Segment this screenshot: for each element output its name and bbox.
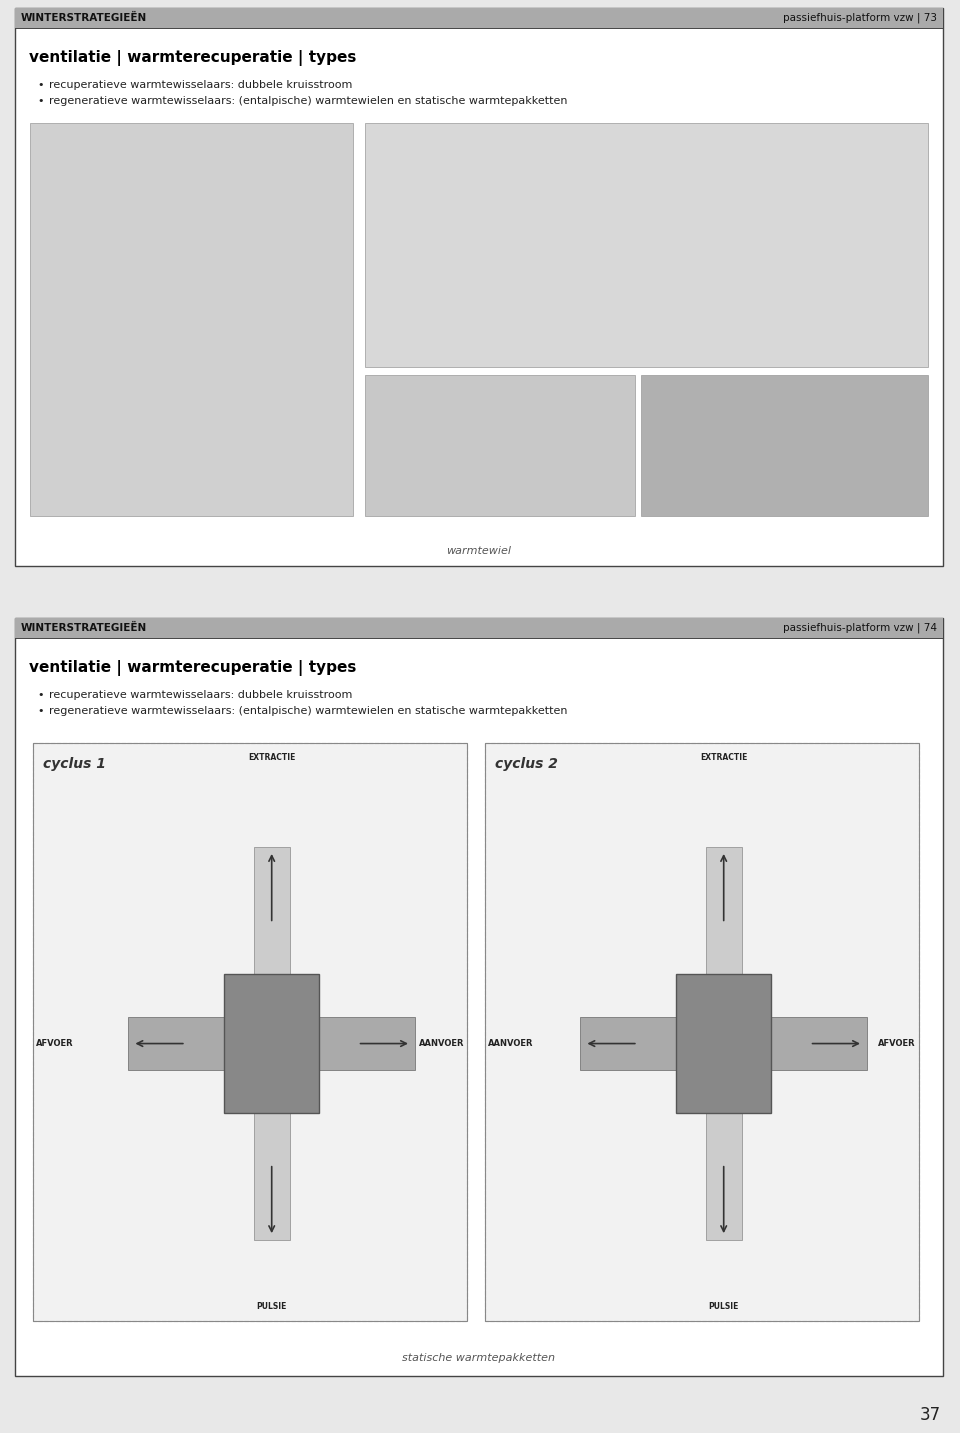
- Text: ventilatie | warmterecuperatie | types: ventilatie | warmterecuperatie | types: [29, 661, 356, 676]
- Text: AFVOER: AFVOER: [878, 1039, 916, 1048]
- Bar: [30, 123, 353, 516]
- Text: statische warmtepakketten: statische warmtepakketten: [402, 1353, 556, 1363]
- Text: WINTERSTRATEGIEËN: WINTERSTRATEGIEËN: [21, 623, 147, 633]
- Bar: [15, 618, 943, 1376]
- Bar: [676, 974, 772, 1113]
- Bar: [641, 374, 928, 516]
- Text: regeneratieve warmtewisselaars: (entalpische) warmtewielen en statische warmtepa: regeneratieve warmtewisselaars: (entalpi…: [49, 96, 567, 106]
- Bar: [253, 847, 290, 974]
- Text: passiefhuis-platform vzw | 74: passiefhuis-platform vzw | 74: [783, 623, 937, 633]
- Bar: [581, 1017, 676, 1070]
- Text: ventilatie | warmterecuperatie | types: ventilatie | warmterecuperatie | types: [29, 50, 356, 66]
- Text: cyclus 1: cyclus 1: [43, 757, 106, 771]
- Bar: [706, 847, 742, 974]
- Bar: [15, 9, 943, 566]
- Text: PULSIE: PULSIE: [256, 1303, 287, 1311]
- Text: warmtewiel: warmtewiel: [446, 546, 512, 556]
- Text: EXTRACTIE: EXTRACTIE: [700, 752, 748, 762]
- Text: •: •: [37, 80, 43, 90]
- Text: AFVOER: AFVOER: [36, 1039, 74, 1048]
- Text: AANVOER: AANVOER: [488, 1039, 534, 1048]
- Bar: [365, 374, 636, 516]
- Bar: [15, 618, 943, 638]
- Text: •: •: [37, 691, 43, 699]
- Text: 37: 37: [920, 1406, 941, 1424]
- Bar: [485, 742, 919, 1321]
- Text: AANVOER: AANVOER: [419, 1039, 464, 1048]
- Bar: [772, 1017, 867, 1070]
- Bar: [706, 1113, 742, 1240]
- Text: regeneratieve warmtewisselaars: (entalpische) warmtewielen en statische warmtepa: regeneratieve warmtewisselaars: (entalpi…: [49, 706, 567, 716]
- Bar: [15, 9, 943, 29]
- Bar: [485, 742, 919, 1321]
- Text: •: •: [37, 706, 43, 716]
- Bar: [365, 123, 928, 367]
- Bar: [33, 742, 467, 1321]
- Bar: [253, 1113, 290, 1240]
- Text: passiefhuis-platform vzw | 73: passiefhuis-platform vzw | 73: [783, 13, 937, 23]
- Text: recuperatieve warmtewisselaars: dubbele kruisstroom: recuperatieve warmtewisselaars: dubbele …: [49, 80, 352, 90]
- Text: WINTERSTRATEGIEËN: WINTERSTRATEGIEËN: [21, 13, 147, 23]
- Text: cyclus 2: cyclus 2: [495, 757, 558, 771]
- Text: PULSIE: PULSIE: [708, 1303, 739, 1311]
- Text: recuperatieve warmtewisselaars: dubbele kruisstroom: recuperatieve warmtewisselaars: dubbele …: [49, 691, 352, 699]
- Bar: [224, 974, 320, 1113]
- Text: EXTRACTIE: EXTRACTIE: [248, 752, 296, 762]
- Bar: [33, 742, 467, 1321]
- Text: •: •: [37, 96, 43, 106]
- Bar: [129, 1017, 224, 1070]
- Bar: [320, 1017, 415, 1070]
